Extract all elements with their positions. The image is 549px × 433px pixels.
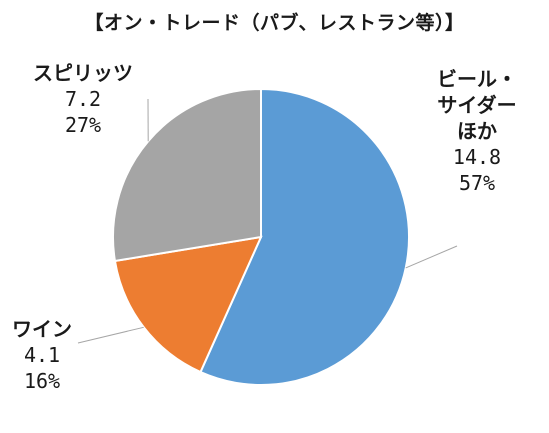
slice-value: 7.2 <box>64 87 102 111</box>
slice-name-line: ワイン <box>12 317 72 341</box>
slice-name: ビール・ サイダー ほか <box>412 66 542 144</box>
slice-name: スピリッツ <box>8 60 158 86</box>
slice-name-line: サイダー <box>437 93 517 117</box>
slice-name-line: ほか <box>457 119 497 143</box>
slice-beer-cider <box>199 87 410 386</box>
slice-percent: 16% <box>23 369 61 393</box>
leader-line <box>77 326 144 344</box>
slice-name-line: ビール・ <box>437 67 517 91</box>
slice-percent: 27% <box>64 113 102 137</box>
slice-name: ワイン <box>6 316 78 342</box>
slice-label-beer-cider: ビール・ サイダー ほか 14.8 57% <box>412 66 542 196</box>
slice-label-spirits: スピリッツ 7.2 27% <box>8 60 158 138</box>
slice-label-wine: ワイン 4.1 16% <box>6 316 78 394</box>
slice-name-line: スピリッツ <box>33 61 133 85</box>
leader-line <box>405 245 458 269</box>
slice-wine <box>113 235 263 374</box>
chart-title: 【オン・トレード（パブ、レストラン等）】 <box>84 12 465 34</box>
slice-value: 14.8 <box>452 145 502 169</box>
slice-percent: 57% <box>458 171 496 195</box>
slice-value: 4.1 <box>23 343 61 367</box>
